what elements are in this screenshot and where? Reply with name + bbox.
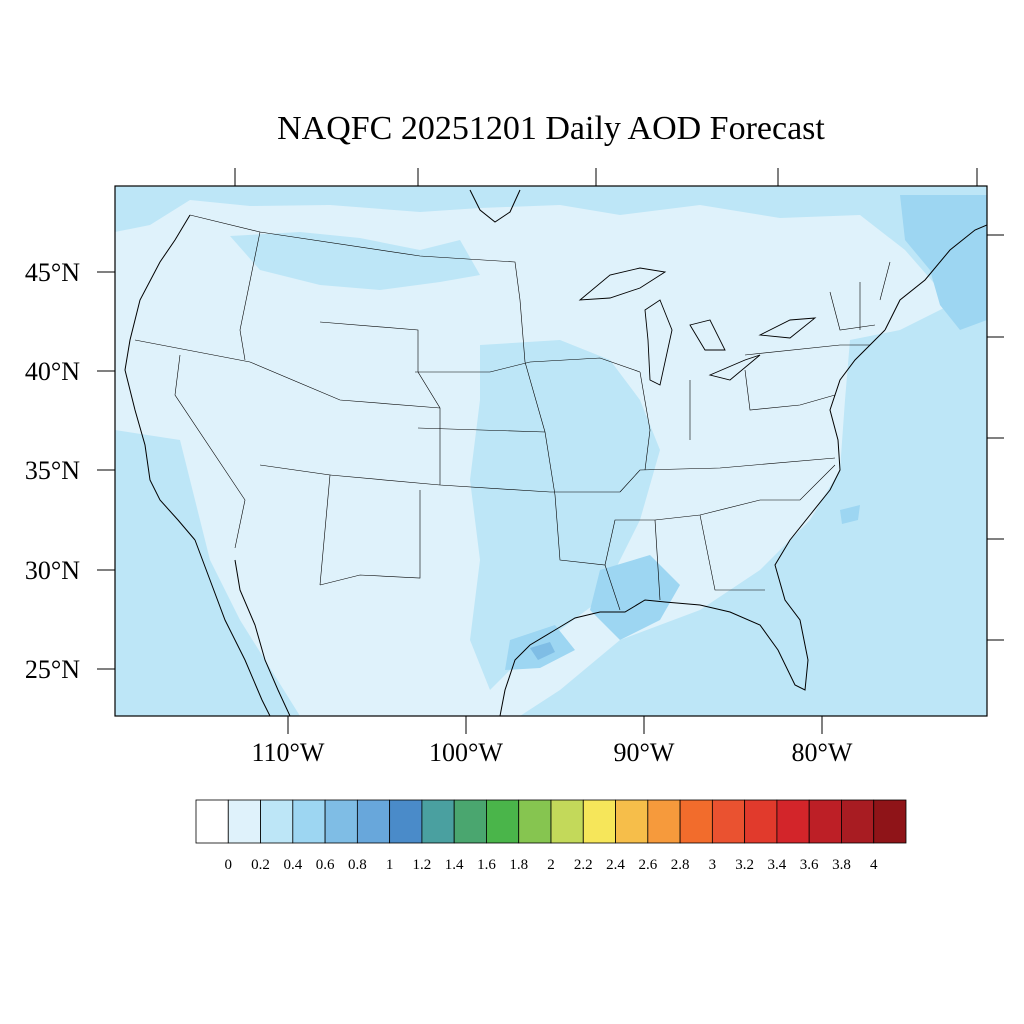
colorbar-label: 0 bbox=[225, 857, 233, 873]
colorbar-label: 4 bbox=[870, 857, 878, 873]
lon-label: 80°W bbox=[792, 738, 853, 767]
colorbar-swatch bbox=[453, 799, 487, 844]
colorbar-swatch bbox=[227, 799, 261, 844]
state-boundaries bbox=[134, 214, 891, 611]
colorbar-swatch bbox=[260, 799, 294, 844]
colorbar-label: 3.4 bbox=[768, 857, 787, 873]
colorbar-swatch bbox=[389, 799, 423, 844]
colorbar-swatch bbox=[550, 799, 584, 844]
colorbar-label: 0.2 bbox=[251, 857, 270, 873]
colorbar-label: 2.4 bbox=[606, 857, 625, 873]
colorbar-label: 2.6 bbox=[638, 857, 657, 873]
colorbar-swatch bbox=[808, 799, 842, 844]
colorbar-label: 1.2 bbox=[413, 857, 432, 873]
colorbar-swatch bbox=[486, 799, 520, 844]
aod-band-0.4-0.6 bbox=[505, 195, 987, 670]
colorbar-swatch bbox=[744, 799, 778, 844]
colorbar-label: 2 bbox=[547, 857, 555, 873]
lat-label: 40°N bbox=[25, 357, 80, 386]
great-lakes bbox=[578, 267, 817, 386]
latitude-labels: 45°N 40°N 35°N 30°N 25°N bbox=[25, 258, 80, 684]
colorbar-label: 2.2 bbox=[574, 857, 593, 873]
colorbar-label: 1.4 bbox=[445, 857, 464, 873]
colorbar bbox=[195, 799, 907, 844]
colorbar-swatch bbox=[711, 799, 746, 844]
lon-label: 90°W bbox=[614, 738, 675, 767]
colorbar-label: 3.2 bbox=[735, 857, 754, 873]
colorbar-swatch bbox=[292, 799, 326, 844]
lon-label: 100°W bbox=[429, 738, 503, 767]
colorbar-swatch bbox=[582, 799, 616, 844]
colorbar-swatch bbox=[873, 799, 907, 844]
lat-label: 25°N bbox=[25, 655, 80, 684]
lat-label: 30°N bbox=[25, 556, 80, 585]
colorbar-label: 0.4 bbox=[283, 857, 302, 873]
colorbar-swatch bbox=[679, 799, 713, 844]
colorbar-swatch bbox=[841, 799, 875, 844]
map-panel bbox=[114, 185, 988, 717]
colorbar-label: 3 bbox=[709, 857, 717, 873]
colorbar-swatch bbox=[356, 799, 391, 844]
colorbar-swatch bbox=[518, 799, 552, 844]
colorbar-label: 3.6 bbox=[800, 857, 819, 873]
map-ticks bbox=[97, 168, 1004, 734]
colorbar-swatch bbox=[421, 799, 455, 844]
colorbar-label: 2.8 bbox=[671, 857, 690, 873]
aod-band-0.2-0.4 bbox=[115, 186, 987, 716]
colorbar-label: 3.8 bbox=[832, 857, 851, 873]
colorbar-labels: 0 0.2 0.4 0.6 0.8 1 1.2 1.4 1.6 1.8 2 2.2 2.4 2.6 2.8 3… bbox=[225, 857, 878, 873]
coastlines bbox=[124, 189, 987, 716]
lat-label: 45°N bbox=[25, 258, 80, 287]
colorbar-label: 1 bbox=[386, 857, 394, 873]
colorbar-swatch bbox=[776, 799, 810, 844]
aod-band-0.6-0.8 bbox=[530, 642, 555, 660]
colorbar-swatch bbox=[647, 799, 681, 844]
colorbar-label: 0.6 bbox=[316, 857, 335, 873]
colorbar-swatch bbox=[195, 799, 229, 844]
map-frame bbox=[114, 185, 988, 717]
lat-label: 35°N bbox=[25, 456, 80, 485]
colorbar-label: 0.8 bbox=[348, 857, 367, 873]
colorbar-label: 1.6 bbox=[477, 857, 496, 873]
colorbar-swatch bbox=[324, 799, 358, 844]
colorbar-label: 1.8 bbox=[509, 857, 528, 873]
colorbar-swatch bbox=[615, 799, 649, 844]
map-title: NAQFC 20251201 Daily AOD Forecast bbox=[277, 110, 825, 147]
longitude-labels: 110°W 100°W 90°W 80°W bbox=[252, 738, 853, 767]
lon-label: 110°W bbox=[252, 738, 325, 767]
aod-shading bbox=[115, 186, 987, 716]
